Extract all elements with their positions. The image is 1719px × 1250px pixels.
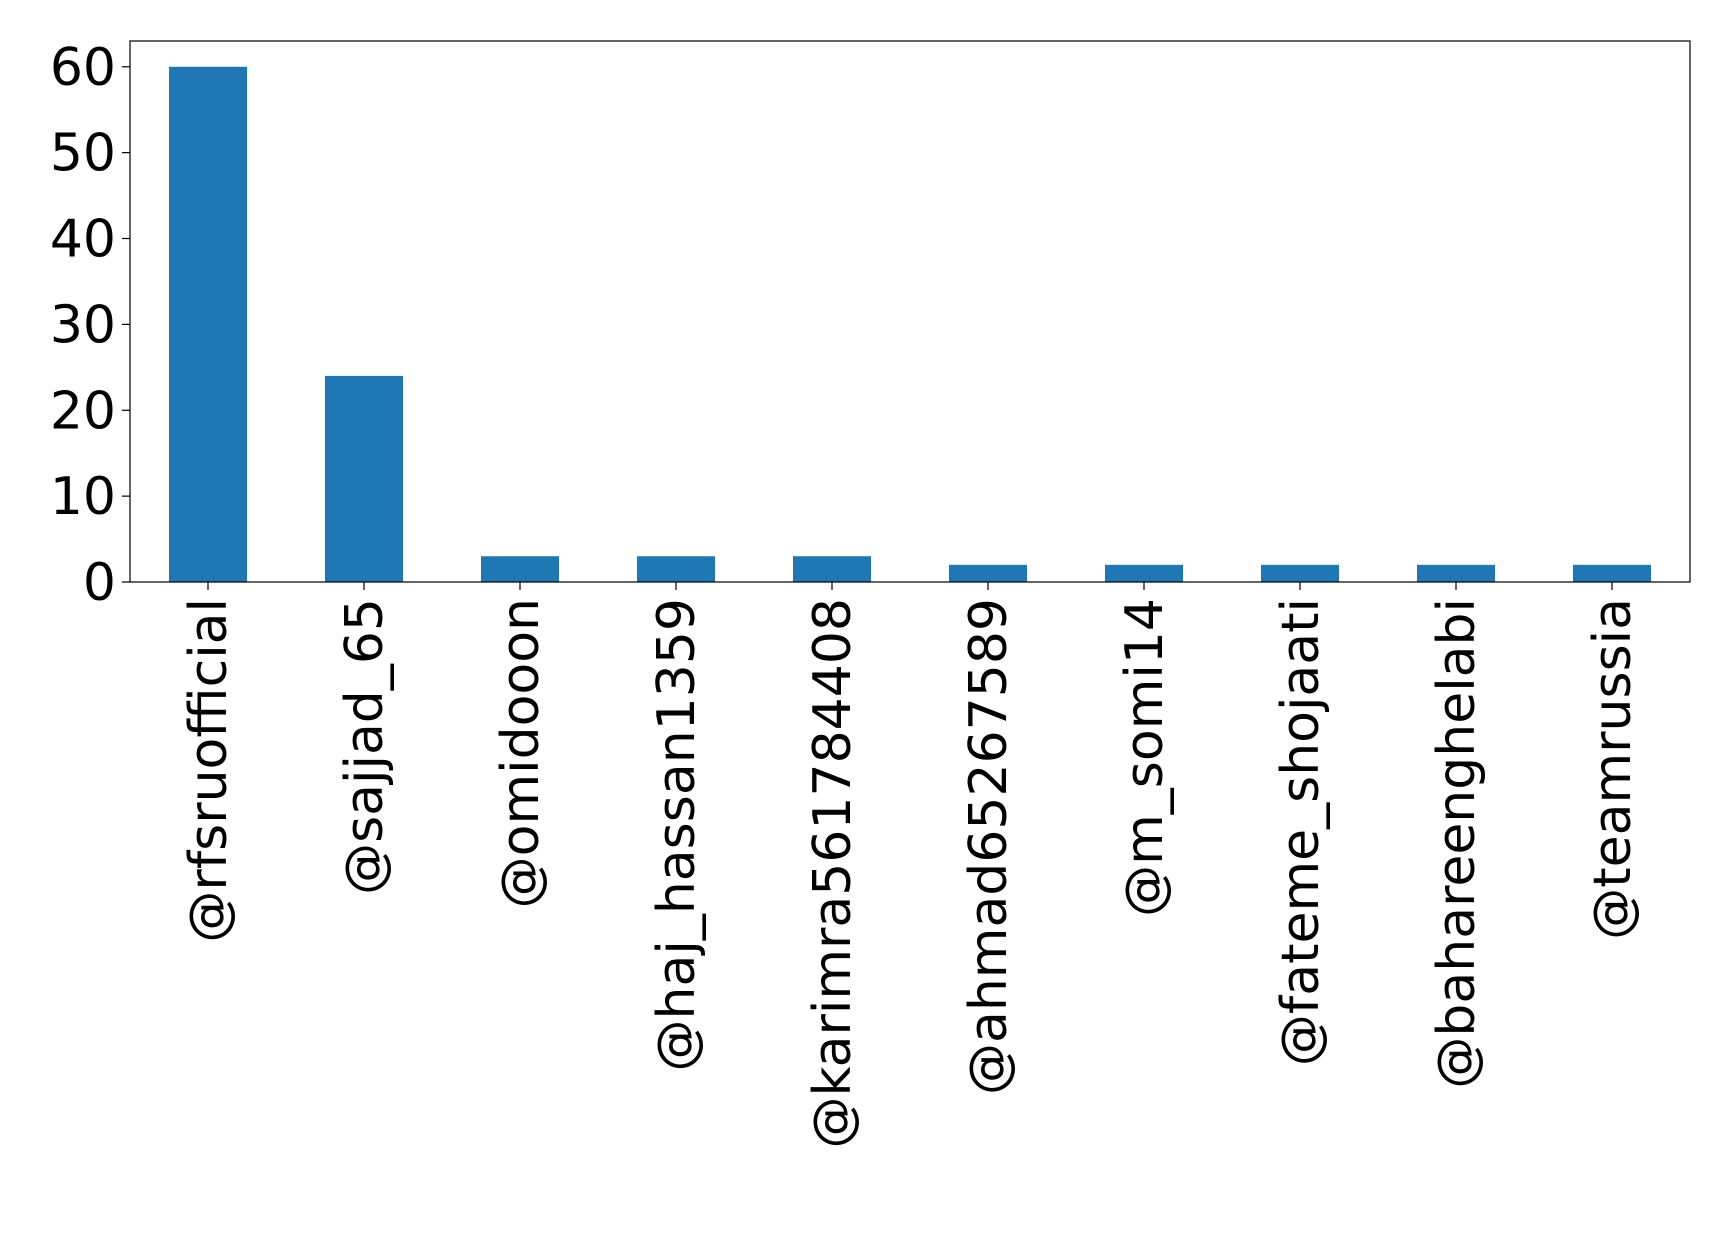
x-tick-label: @teamrussia	[1583, 598, 1643, 940]
bar-3	[637, 556, 715, 582]
bar-7	[1261, 564, 1339, 582]
y-tick-label: 30	[50, 295, 116, 355]
x-axis: @rfsruofficial @sajjad_65 @omidooon @haj_ha…	[179, 582, 1643, 1149]
bar-0	[169, 66, 247, 582]
x-tick-label: @fateme_shojaati	[1271, 598, 1331, 1066]
x-tick-label: @bahareenghelabi	[1427, 598, 1487, 1089]
y-tick-label: 60	[50, 38, 116, 98]
plot-frame	[129, 40, 1691, 583]
y-axis: 0 10 20 30 40 50 60	[50, 38, 130, 613]
x-tick-label: @karimra561784408	[803, 598, 863, 1149]
x-tick-label: @sajjad_65	[335, 598, 395, 895]
bars-group	[169, 66, 1651, 582]
bar-2	[481, 556, 559, 582]
x-tick-label: @rfsruofficial	[179, 598, 239, 943]
bar-9	[1573, 564, 1651, 582]
y-tick-label: 0	[83, 553, 116, 613]
bar-1	[325, 375, 403, 582]
x-tick-label: @ahmad65267589	[959, 598, 1019, 1095]
y-tick-label: 10	[50, 467, 116, 527]
x-tick-label: @haj_hassan1359	[647, 598, 707, 1071]
y-tick-label: 40	[50, 210, 116, 270]
y-tick-label: 20	[50, 381, 116, 441]
bar-8	[1417, 564, 1495, 582]
x-tick-label: @m_somi14	[1115, 598, 1175, 917]
bar-6	[1105, 564, 1183, 582]
bar-4	[793, 556, 871, 582]
bar-5	[949, 564, 1027, 582]
y-tick-label: 50	[50, 124, 116, 184]
x-tick-label: @omidooon	[491, 598, 551, 908]
